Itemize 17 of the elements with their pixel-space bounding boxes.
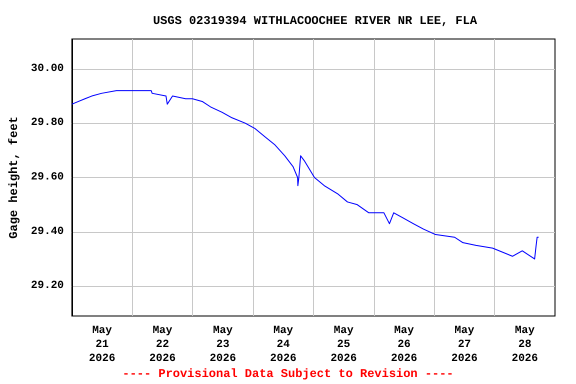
line-series (71, 90, 540, 260)
x-tick-label: May 23 2026 (210, 325, 236, 365)
y-tick-label: 29.40 (30, 226, 64, 238)
chart-title: USGS 02319394 WITHLACOOCHEE RIVER NR LEE, FLA (152, 14, 478, 28)
x-tick-label: May 24 2026 (270, 325, 296, 365)
x-tick-label: May 28 2026 (512, 325, 538, 365)
x-tick-label: May 22 2026 (149, 325, 176, 365)
x-tick-label: May 27 2026 (451, 325, 478, 365)
text: ---- Provisional Data Subject to Revision ---- (122, 367, 454, 381)
y-tick-label: 29.80 (30, 117, 64, 130)
y-tick-label: 30.00 (30, 62, 64, 75)
y-tick-label: 29.60 (30, 172, 64, 184)
x-tick-label: May 26 2026 (390, 325, 418, 365)
x-tick-label: May 21 2026 (88, 325, 116, 365)
y-tick-label: 29.20 (30, 280, 64, 292)
x-tick-label: May 25 2026 (330, 325, 357, 365)
y-axis-title: Gage height, feet (7, 116, 21, 239)
